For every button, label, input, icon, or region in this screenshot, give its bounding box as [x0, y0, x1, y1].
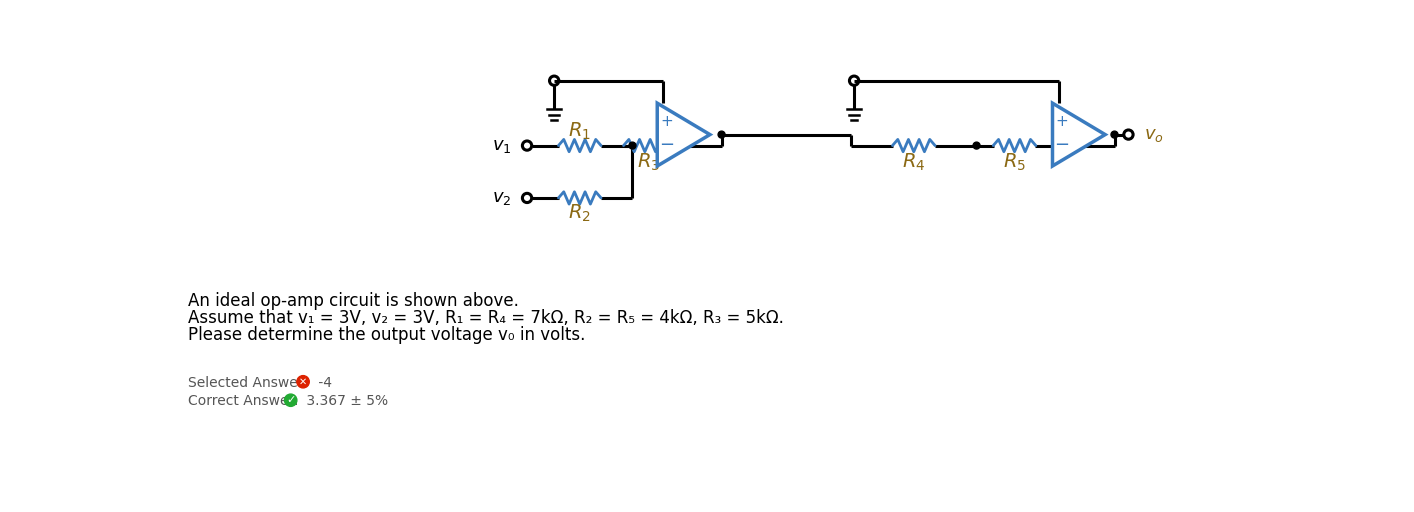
Text: −: −: [659, 136, 674, 154]
Text: 3.367 ± 5%: 3.367 ± 5%: [301, 394, 387, 408]
Circle shape: [1111, 131, 1118, 138]
Text: $v_2$: $v_2$: [492, 189, 512, 207]
Polygon shape: [1052, 103, 1106, 166]
Circle shape: [297, 376, 310, 388]
Text: $v_o$: $v_o$: [1144, 125, 1164, 143]
Text: -4: -4: [314, 376, 332, 390]
Text: +: +: [1056, 114, 1069, 129]
Text: $R_4$: $R_4$: [902, 152, 926, 173]
Text: ✕: ✕: [298, 377, 307, 387]
Text: Assume that v₁ = 3V, v₂ = 3V, R₁ = R₄ = 7kΩ, R₂ = R₅ = 4kΩ, R₃ = 5kΩ.: Assume that v₁ = 3V, v₂ = 3V, R₁ = R₄ = …: [188, 309, 785, 327]
Text: $R_3$: $R_3$: [638, 152, 660, 173]
Text: Correct Answer:: Correct Answer:: [188, 394, 298, 408]
Text: ✓: ✓: [286, 395, 296, 405]
Text: Selected Answer:: Selected Answer:: [188, 376, 308, 390]
Circle shape: [718, 131, 725, 138]
Text: An ideal op-amp circuit is shown above.: An ideal op-amp circuit is shown above.: [188, 292, 519, 310]
Polygon shape: [658, 103, 710, 166]
Text: −: −: [1055, 136, 1069, 154]
Text: $R_2$: $R_2$: [568, 203, 591, 224]
Circle shape: [973, 142, 980, 149]
Circle shape: [629, 142, 636, 149]
Circle shape: [284, 394, 297, 407]
Text: $R_1$: $R_1$: [568, 121, 591, 142]
Text: $v_1$: $v_1$: [492, 137, 512, 155]
Text: Please determine the output voltage v₀ in volts.: Please determine the output voltage v₀ i…: [188, 326, 585, 344]
Text: $R_5$: $R_5$: [1003, 152, 1027, 173]
Text: +: +: [660, 114, 673, 129]
